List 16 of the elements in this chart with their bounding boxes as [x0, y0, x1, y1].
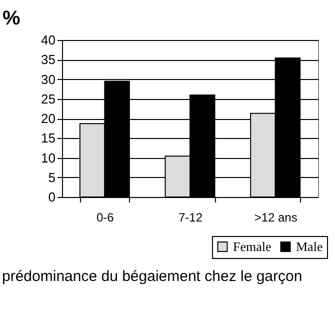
text: prédominance du bégaiement chez le garçon [2, 268, 302, 285]
y-tick-label: 35 [41, 52, 56, 68]
legend-label: Male [296, 238, 323, 254]
x-tick-label: 0-6 [96, 210, 114, 224]
y-tick-label: 40 [41, 32, 56, 48]
legend-label: Female [233, 238, 272, 254]
y-tick-label: 25 [41, 91, 56, 106]
y-tick-label: 15 [41, 130, 56, 146]
x-tick-label: >12 ans [254, 210, 298, 224]
y-tick-label: 30 [41, 72, 56, 87]
y-tick-label: 20 [41, 111, 56, 126]
y-tick-label: 0 [48, 190, 56, 204]
y-axis-title: % [2, 8, 20, 30]
x-tick-label: 7-12 [178, 210, 203, 224]
y-tick-label: 5 [48, 170, 56, 185]
y-tick-label: 10 [41, 150, 56, 166]
